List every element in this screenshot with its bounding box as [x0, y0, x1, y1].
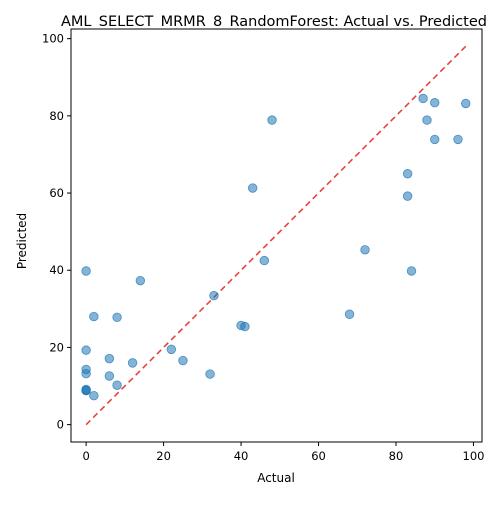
- y-tick-label: 0: [57, 418, 64, 432]
- x-tick-label: 60: [311, 449, 326, 463]
- data-point: [344, 309, 355, 319]
- data-point: [135, 275, 146, 286]
- x-tick-label: 0: [82, 449, 89, 463]
- x-tick-label: 80: [389, 449, 404, 463]
- data-point: [104, 371, 115, 381]
- y-tick-label: 100: [42, 32, 64, 46]
- data-point: [89, 390, 99, 401]
- y-tick-label: 60: [49, 186, 64, 200]
- y-tick-label: 40: [49, 263, 64, 277]
- data-point: [127, 358, 138, 368]
- x-tick-label: 100: [463, 449, 485, 463]
- data-point: [247, 183, 258, 193]
- reference-line: [85, 45, 467, 426]
- y-axis-label: Predicted: [15, 213, 29, 269]
- data-point: [259, 255, 269, 266]
- data-point: [430, 98, 440, 108]
- data-point: [81, 385, 91, 395]
- x-axis-label: Actual: [257, 471, 295, 485]
- x-tick-label: 20: [156, 449, 171, 463]
- data-point: [81, 368, 91, 379]
- data-point: [205, 369, 215, 379]
- data-point: [81, 266, 91, 276]
- x-tick-label: 40: [234, 449, 249, 463]
- data-point: [89, 311, 99, 322]
- data-point: [418, 93, 428, 104]
- data-point: [112, 312, 122, 323]
- data-point: [209, 291, 219, 301]
- data-point: [104, 353, 115, 364]
- plot-layer: 0 20 40 60 80 100 0 20 40 60 80 100: [42, 28, 485, 463]
- y-tick-label: 20: [49, 340, 64, 354]
- data-point: [267, 115, 277, 125]
- data-point: [402, 169, 413, 179]
- data-point: [406, 266, 417, 276]
- data-point: [178, 355, 188, 366]
- data-point: [422, 115, 432, 125]
- data-point: [112, 380, 122, 390]
- data-point: [81, 345, 91, 355]
- data-point: [402, 191, 413, 201]
- plot-frame: [70, 28, 483, 443]
- data-point: [453, 134, 463, 145]
- data-point: [360, 245, 370, 255]
- data-point: [430, 134, 440, 145]
- data-point: [166, 344, 177, 355]
- data-point: [240, 321, 250, 332]
- chart-title: AML_SELECT_MRMR_8_RandomForest: Actual v…: [61, 14, 487, 30]
- data-point: [461, 98, 471, 109]
- y-tick-label: 80: [49, 109, 64, 123]
